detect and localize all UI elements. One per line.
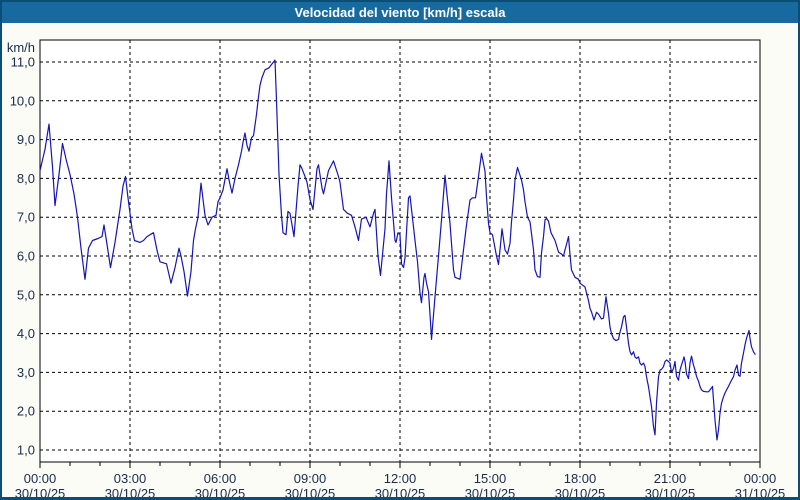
- gridlines: [40, 40, 760, 462]
- x-tick-date-label: 30/10/25: [15, 486, 66, 497]
- x-tick-time-label: 21:00: [654, 471, 687, 486]
- x-tick-time-label: 00:00: [24, 471, 57, 486]
- x-tick-time-label: 15:00: [474, 471, 507, 486]
- y-tick-label: 4,0: [17, 326, 35, 341]
- y-axis-unit-label: km/h: [7, 40, 35, 55]
- x-tick-time-label: 18:00: [564, 471, 597, 486]
- y-tick-label: 11,0: [11, 55, 35, 70]
- y-tick-label: 2,0: [17, 404, 35, 419]
- x-tick-time-label: 06:00: [204, 471, 237, 486]
- y-tick-label: 1,0: [17, 443, 35, 458]
- x-tick-date-label: 30/10/25: [285, 486, 336, 497]
- axis-ticks: [39, 462, 761, 468]
- window-titlebar: Velocidad del viento [km/h] escala: [2, 2, 798, 23]
- x-tick-time-label: 00:00: [744, 471, 777, 486]
- wind-speed-line: [39, 59, 756, 441]
- y-tick-label: 7,0: [17, 210, 35, 225]
- x-tick-date-label: 30/10/25: [645, 486, 696, 497]
- x-tick-date-label: 30/10/25: [375, 486, 426, 497]
- x-tick-date-label: 30/10/25: [465, 486, 516, 497]
- x-tick-date-label: 30/10/25: [555, 486, 606, 497]
- y-tick-label: 6,0: [17, 249, 35, 264]
- x-tick-time-label: 09:00: [294, 471, 327, 486]
- y-tick-label: 8,0: [17, 171, 35, 186]
- x-tick-date-label: 30/10/25: [105, 486, 156, 497]
- data-series: [39, 59, 756, 441]
- y-tick-label: 3,0: [17, 365, 35, 380]
- x-tick-date-label: 30/10/25: [195, 486, 246, 497]
- axis-labels: 1,0 2,0 3,0 4,0 5,0 6,0 7,0 8,0 9,0 10,0 11,0km/h 0…: [7, 40, 785, 497]
- x-tick-date-label: 31/10/25: [735, 486, 786, 497]
- y-tick-label: 9,0: [17, 132, 35, 147]
- window-title: Velocidad del viento [km/h] escala: [294, 5, 506, 20]
- y-tick-label: 10,0: [10, 93, 35, 108]
- x-tick-time-label: 03:00: [114, 471, 147, 486]
- x-tick-time-label: 12:00: [384, 471, 417, 486]
- y-tick-label: 5,0: [17, 287, 35, 302]
